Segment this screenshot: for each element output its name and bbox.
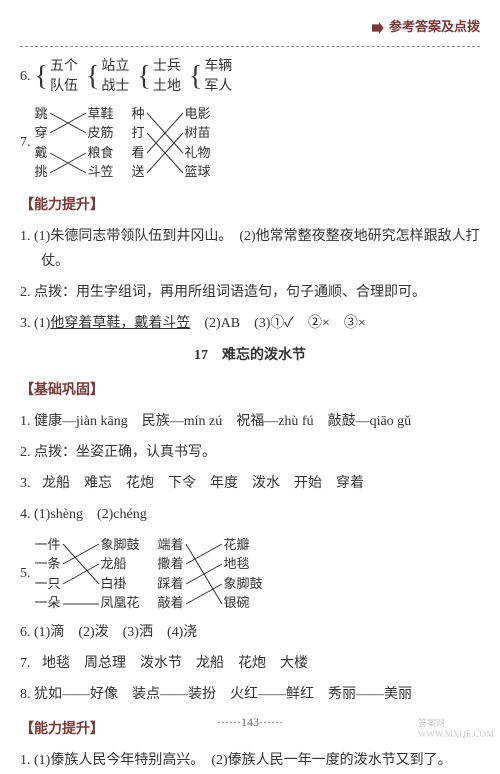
q6-group-1: { 站立战士 <box>86 57 129 96</box>
q7-num: 7. <box>20 130 31 155</box>
s2-q8: 8. 犹如——好像 装点——装扮 火红——鲜红 秀丽——美丽 <box>20 682 480 707</box>
cross-lines-icon <box>145 103 185 183</box>
s2-q2: 2. 点拨：坐姿正确，认真书写。 <box>20 440 480 465</box>
q7-cross-1: 跳 穿 戴 挑 草鞋 皮筋 粮食 斗笠 <box>35 103 114 183</box>
q6-group-3: { 车辆军人 <box>189 57 232 96</box>
q7-cross-2: 种 打 看 送 电影 树苗 礼物 篮球 <box>132 103 211 183</box>
s1-q1: 1. (1)朱德同志带领队伍到井冈山。 (2)他常常整夜整夜地研究怎样跟敌人打仗… <box>20 224 480 274</box>
s2-q7: 7. 地毯 周总理 泼水节 龙船 花炮 大楼 <box>20 651 480 676</box>
q5-cross-1: 一件 一条 一只 一朵 象脚鼓 龙船 白褂 凤凰花 <box>35 534 140 614</box>
watermark: 答案网 WWW.MXQE.COM <box>418 718 494 740</box>
section-basic: 【基础巩固】 <box>20 378 480 403</box>
question-7: 7. 跳 穿 戴 挑 草鞋 皮筋 粮食 斗笠 种 打 看 送 <box>20 103 480 183</box>
q6-num: 6. <box>20 64 31 89</box>
header-label: 参考答案及点拨 <box>389 19 480 34</box>
s2-q1: 1. 健康—jiàn kāng 民族—mín zú 祝福—zhù fú 敲鼓—q… <box>20 409 480 434</box>
s2-q3: 3. 龙船 难忘 花炮 下令 年度 泼水 开始 穿着 <box>20 471 480 496</box>
s1-q2: 2. 点拨：用生字组词，再用所组词语造句，句子通顺、合理即可。 <box>20 280 480 305</box>
underlined-text: 他穿着草鞋，戴着斗笠 <box>50 316 190 331</box>
lesson-17-title: 17 难忘的泼水节 <box>20 343 480 368</box>
page-header: 参考答案及点拨 <box>20 15 480 38</box>
divider <box>20 46 480 47</box>
cross-lines-icon <box>48 103 88 183</box>
section-ability-1: 【能力提升】 <box>20 193 480 218</box>
arrow-icon <box>372 22 384 34</box>
cross-lines-icon <box>184 534 224 614</box>
q5-num: 5. <box>20 561 31 586</box>
question-6: 6. { 五个队伍 { 站立战士 { 士兵土地 { 车辆军人 <box>20 57 480 96</box>
s3-q1: 1. (1)傣族人民今年特别高兴。 (2)傣族人民一年一度的泼水节又到了。 <box>20 748 480 773</box>
s1-q3: 3. (1)他穿着草鞋，戴着斗笠 (2)AB (3)①✓ ②× ③× <box>20 311 480 336</box>
s2-q4: 4. (1)shèng (2)chéng <box>20 502 480 527</box>
q6-group-2: { 士兵土地 <box>137 57 180 96</box>
cross-lines-icon <box>61 534 101 614</box>
q6-group-0: { 五个队伍 <box>35 57 78 96</box>
q5-cross-2: 端着 撒着 踩着 敲着 花瓣 地毯 象脚鼓 银碗 <box>158 534 263 614</box>
s2-q6: 6. (1)滴 (2)泼 (3)洒 (4)浇 <box>20 620 480 645</box>
s2-q5: 5. 一件 一条 一只 一朵 象脚鼓 龙船 白褂 凤凰花 端着 撒着 踩着 敲着 <box>20 534 480 614</box>
